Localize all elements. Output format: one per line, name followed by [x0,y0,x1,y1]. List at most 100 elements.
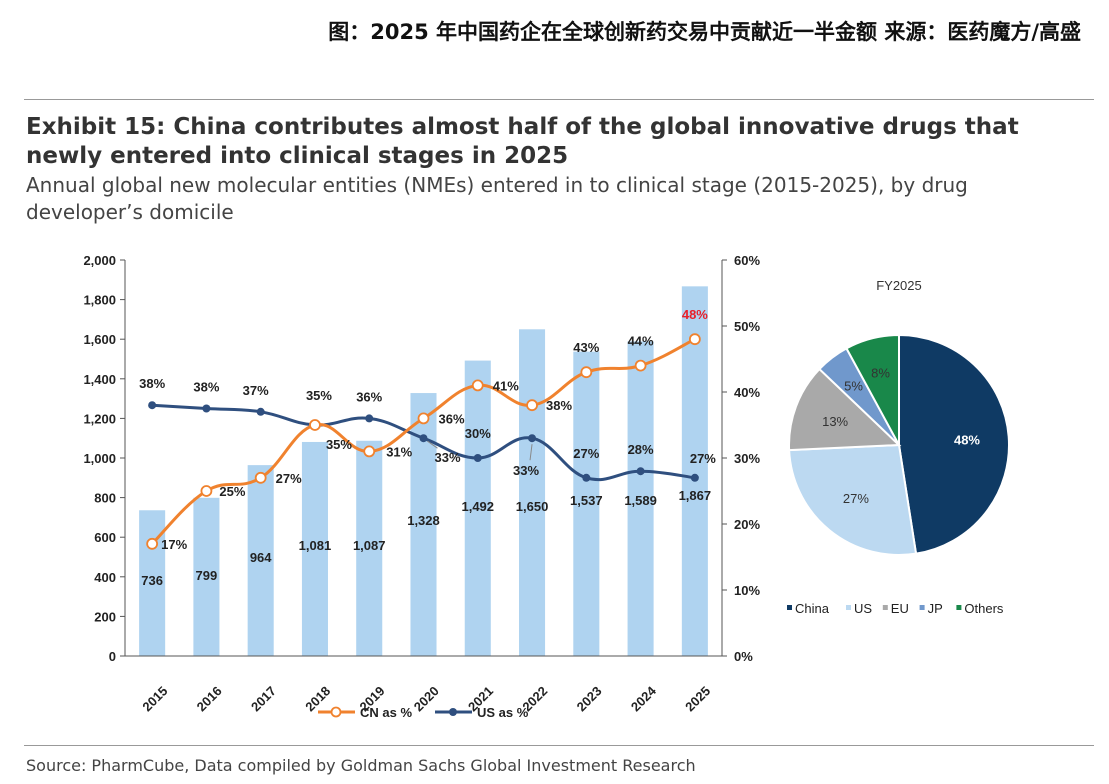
bar-value-label: 964 [250,550,272,565]
right-axis-tick-label: 20% [734,517,760,532]
us-point [582,473,591,482]
bar-value-label: 1,537 [570,493,603,508]
us-data-label: 30% [465,426,491,441]
pie-slice-eu [788,367,902,452]
pie-legend-swatch [882,605,888,610]
pie-legend-swatch [846,605,851,610]
pie-slice-label: 5% [844,379,863,394]
chinese-figure-title: 图：2025 年中国药企在全球创新药交易中贡献近一半金额 来源：医药魔方/高盛 [328,20,1081,44]
us-data-label: 27% [573,446,599,461]
cn-point [526,399,538,412]
us-point [528,434,537,443]
source-note: Source: PharmCube, Data compiled by Gold… [26,756,696,775]
top-divider [24,99,1094,100]
bar-value-label: 1,589 [624,493,657,508]
pie-legend-label: EU [891,601,909,616]
cn-point [634,359,647,372]
pie-slice-others [845,333,900,446]
us-data-label: 37% [243,383,269,398]
right-axis-tick-label: 50% [734,319,760,334]
legend-us-marker [449,708,457,716]
us-data-label: 35% [306,388,332,403]
cn-point [688,333,701,346]
us-point [365,414,374,423]
pie-legend-label: JP [928,601,943,616]
left-axis-tick-label: 800 [94,491,116,506]
pie-legend-swatch [956,605,962,610]
us-label-leader [427,440,438,449]
right-axis-tick-label: 40% [734,385,760,400]
left-axis-tick-label: 600 [94,530,116,545]
us-data-label: 33% [434,450,460,465]
bar [681,286,708,656]
pie-chart: FY2025 48% 27% 13% 5% 8% China US EU JP Others [787,278,1010,616]
left-axis-tick-label: 1,800 [83,293,116,308]
cn-data-label: 35% [326,437,352,452]
bar [519,329,546,656]
pie-slice-label: 13% [822,414,848,429]
bar-value-label: 799 [196,568,218,583]
pie-title: FY2025 [876,278,922,293]
us-data-label: 38% [193,380,219,395]
bar [193,497,220,656]
cn-point [200,485,213,497]
bar-value-label: 1,087 [353,538,386,553]
cn-point [309,419,321,431]
bar-value-label: 736 [141,573,163,588]
us-data-label: 36% [356,389,382,404]
cn-data-label: 17% [161,537,187,552]
cn-point [580,366,593,379]
cn-point [363,445,376,458]
cn-point [471,379,484,392]
right-axis-tick-label: 60% [734,253,760,268]
us-point [636,467,645,476]
cn-data-label: 31% [386,444,412,459]
bar [573,351,600,656]
cn-data-label: 41% [493,378,519,393]
bar [627,341,654,656]
cn-data-label: 36% [438,411,464,426]
us-data-label: 28% [628,442,654,457]
left-axis-tick-label: 400 [94,570,116,585]
us-point [419,434,428,443]
us-data-label: 33% [513,463,539,478]
exhibit-title: Exhibit 15: China contributes almost hal… [26,114,1019,169]
cn-data-label: 38% [546,398,572,413]
cn-data-label: 27% [276,471,302,486]
cn-data-label: 44% [628,334,654,349]
bar-value-label: 1,081 [299,538,332,553]
pie-slice-label: 48% [954,433,980,448]
pie-legend-swatch [787,605,792,610]
left-axis-tick-label: 2,000 [83,253,116,268]
cn-point [146,537,159,550]
right-axis-tick-label: 0% [734,649,753,664]
bar [356,440,383,656]
right-axis-tick-label: 10% [734,583,760,598]
pie-slice-china [898,333,1010,555]
bar-value-label: 1,650 [516,499,549,514]
pie-legend-label: China [795,601,830,616]
pie-legend-label: Others [964,601,1004,616]
legend-us-label: US as % [477,705,529,720]
bar-value-label: 1,867 [679,488,712,503]
bar-value-label: 1,492 [461,499,494,514]
pie-slice-label: 27% [843,491,869,506]
us-point [256,407,265,416]
pie-slice-us [788,443,918,556]
us-data-label: 38% [139,376,165,391]
left-axis-tick-label: 200 [94,609,116,624]
pie-slice-label: 8% [871,366,890,381]
cn-data-label: 25% [219,484,245,499]
us-label-leader [529,444,533,461]
exhibit-subtitle: Annual global new molecular entities (NM… [26,173,968,224]
left-axis-tick-label: 1,000 [83,451,116,466]
bar-value-label: 1,328 [407,513,440,528]
pie-legend-swatch [919,605,925,610]
cn-data-label: 48% [682,307,708,322]
us-point [473,454,482,462]
pie-legend-label: US [854,601,872,616]
bottom-divider [24,745,1094,746]
bar [464,360,491,656]
bar [247,465,274,656]
bar [301,441,328,656]
